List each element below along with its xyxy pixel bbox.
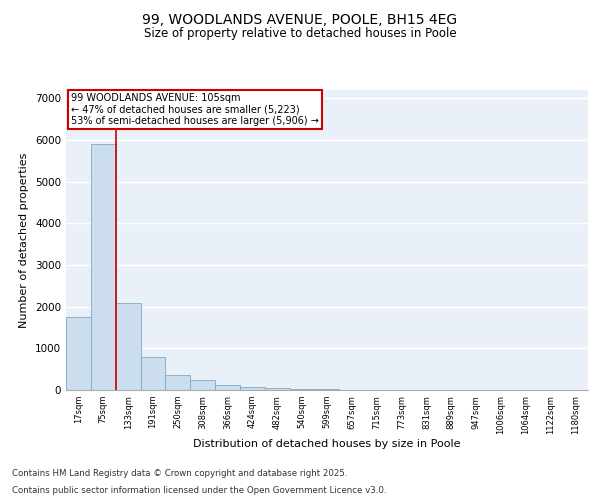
Bar (290, 389, 314, 390)
Bar (215, 384, 240, 390)
Bar (116, 302, 140, 390)
Bar (265, 388, 290, 390)
Bar (190, 380, 215, 390)
Text: 99 WOODLANDS AVENUE: 105sqm
← 47% of detached houses are smaller (5,223)
53% of : 99 WOODLANDS AVENUE: 105sqm ← 47% of det… (71, 93, 319, 126)
Bar (66, 317, 91, 390)
Text: Contains public sector information licensed under the Open Government Licence v3: Contains public sector information licen… (12, 486, 386, 495)
Bar (166, 376, 190, 390)
X-axis label: Distribution of detached houses by size in Poole: Distribution of detached houses by size … (193, 440, 461, 450)
Bar (91, 144, 116, 390)
Text: 99, WOODLANDS AVENUE, POOLE, BH15 4EG: 99, WOODLANDS AVENUE, POOLE, BH15 4EG (142, 12, 458, 26)
Text: Size of property relative to detached houses in Poole: Size of property relative to detached ho… (143, 28, 457, 40)
Bar (140, 356, 166, 390)
Y-axis label: Number of detached properties: Number of detached properties (19, 152, 29, 328)
Text: Contains HM Land Registry data © Crown copyright and database right 2025.: Contains HM Land Registry data © Crown c… (12, 468, 347, 477)
Bar (240, 386, 265, 390)
